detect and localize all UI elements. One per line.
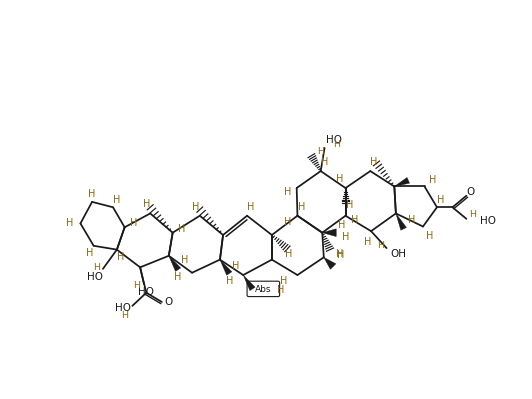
Text: H: H: [284, 187, 291, 197]
Text: HO: HO: [480, 216, 496, 226]
Text: H: H: [317, 147, 324, 156]
Text: Abs: Abs: [255, 285, 272, 294]
Text: H: H: [426, 231, 433, 241]
Text: O: O: [466, 187, 475, 197]
Text: O: O: [164, 297, 172, 307]
Text: H: H: [280, 276, 287, 286]
Text: H: H: [363, 237, 371, 247]
Text: H: H: [93, 263, 100, 272]
Text: H: H: [321, 157, 328, 167]
Text: H: H: [247, 201, 255, 211]
Text: H: H: [226, 276, 233, 286]
Text: H: H: [332, 140, 340, 149]
Text: HO: HO: [115, 303, 131, 313]
Text: H: H: [178, 224, 186, 234]
Text: H: H: [88, 189, 96, 199]
Polygon shape: [243, 275, 255, 290]
Text: H: H: [370, 157, 378, 167]
Polygon shape: [396, 213, 406, 230]
Text: H: H: [336, 249, 343, 259]
Text: H: H: [342, 231, 349, 241]
Text: H: H: [337, 250, 345, 260]
Polygon shape: [322, 229, 336, 237]
Text: H: H: [86, 249, 94, 259]
FancyBboxPatch shape: [247, 281, 280, 296]
Text: OH: OH: [390, 249, 406, 259]
Text: H: H: [277, 284, 285, 294]
Polygon shape: [324, 257, 336, 269]
Text: H: H: [113, 195, 121, 205]
Text: H: H: [408, 215, 415, 225]
Text: H: H: [130, 218, 138, 229]
Text: H: H: [377, 241, 384, 250]
Text: HO: HO: [138, 287, 154, 297]
Text: H: H: [429, 175, 436, 185]
Text: H: H: [192, 201, 200, 211]
Text: H: H: [285, 217, 292, 227]
Text: H: H: [232, 261, 239, 271]
Text: H: H: [121, 310, 128, 320]
Text: H: H: [338, 220, 345, 230]
Text: H: H: [285, 249, 293, 259]
Text: H: H: [346, 200, 353, 210]
Text: HO: HO: [326, 135, 342, 145]
Text: H: H: [117, 252, 124, 262]
Text: H: H: [66, 218, 73, 229]
Polygon shape: [220, 260, 232, 275]
Text: H: H: [336, 174, 343, 184]
Text: H: H: [469, 210, 476, 219]
Text: H: H: [133, 281, 140, 290]
Text: H: H: [437, 195, 445, 205]
Text: H: H: [143, 199, 150, 209]
Text: HO: HO: [87, 272, 103, 282]
Text: H: H: [180, 255, 188, 265]
Polygon shape: [394, 178, 410, 186]
Text: H: H: [351, 215, 359, 225]
Text: H: H: [297, 201, 305, 211]
Text: H: H: [174, 272, 182, 282]
Polygon shape: [169, 256, 181, 271]
